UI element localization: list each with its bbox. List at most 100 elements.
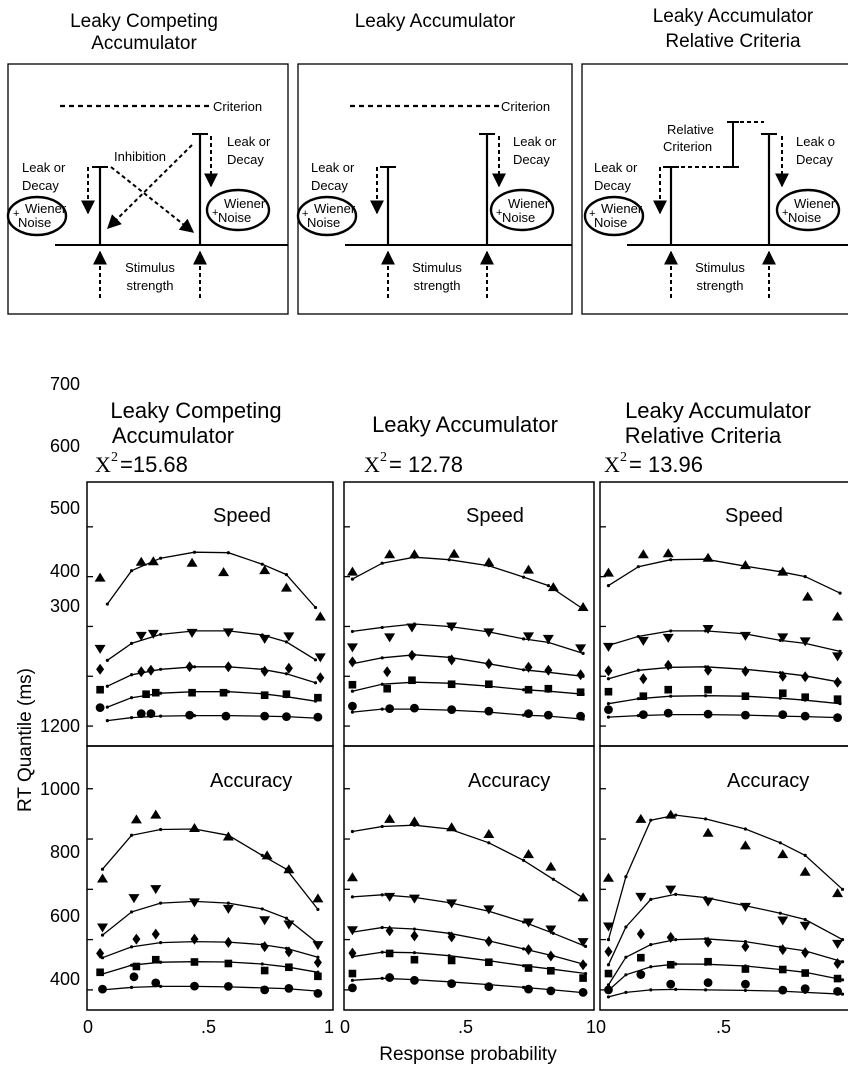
observed-point-diamond	[524, 944, 533, 956]
prediction-point	[226, 901, 230, 905]
prediction-point	[840, 992, 845, 996]
prediction-line-diamond	[608, 666, 841, 683]
observed-point-square	[314, 693, 322, 702]
svg-text:Wiener: Wiener	[314, 201, 356, 216]
svg-text:Leak or: Leak or	[227, 134, 271, 149]
plot-marks	[87, 526, 845, 999]
observed-point-diamond	[484, 658, 493, 670]
observed-point-triangle-up	[545, 861, 557, 871]
prediction-line-square	[107, 691, 316, 708]
observed-point-triangle-up	[280, 582, 292, 592]
prediction-point	[581, 651, 585, 655]
svg-text:Relative: Relative	[667, 122, 714, 137]
observed-point-circle	[313, 712, 323, 722]
prediction-point	[551, 931, 555, 935]
observed-point-circle	[136, 709, 146, 719]
svg-text:Wiener: Wiener	[508, 196, 550, 211]
prediction-point	[380, 976, 384, 980]
prediction-point	[521, 858, 526, 863]
svg-text:+: +	[212, 207, 218, 219]
panel-labels: Speed Speed Speed Accuracy Accuracy Accu…	[210, 505, 809, 792]
noise-oval-left	[296, 195, 358, 237]
observed-point-circle	[546, 986, 556, 996]
svg-text:1200: 1200	[40, 716, 80, 736]
observed-point-diamond	[313, 956, 322, 968]
observed-point-diamond	[96, 947, 105, 959]
prediction-line-diamond	[102, 940, 319, 959]
observed-point-square	[741, 692, 750, 700]
prediction-point	[159, 691, 163, 695]
observed-point-triangle-up	[222, 831, 234, 841]
observed-point-triangle-down	[150, 885, 162, 895]
observed-point-circle	[833, 713, 842, 723]
prediction-point	[129, 641, 134, 645]
observed-point-triangle-up	[346, 566, 358, 576]
observed-point-square	[282, 690, 291, 698]
observed-point-triangle-down	[665, 885, 677, 895]
speed-y-ticks: 300 400 500 600 700	[50, 374, 80, 616]
svg-text:600: 600	[50, 436, 80, 456]
prediction-point	[606, 677, 611, 681]
observed-point-circle	[666, 979, 676, 989]
observed-point-diamond	[137, 666, 146, 678]
observed-point-triangle-down	[222, 628, 234, 638]
prediction-point	[649, 965, 653, 969]
chart-title-3: Leaky Accumulator Relative Criteria X 2 …	[604, 398, 811, 477]
prediction-point	[447, 558, 451, 562]
prediction-point	[521, 688, 526, 692]
svg-text:X: X	[364, 452, 380, 477]
svg-text:Relative Criteria: Relative Criteria	[625, 423, 782, 448]
observed-point-diamond	[348, 656, 357, 668]
diagram-frame	[7, 63, 289, 315]
svg-text:Leaky Accumulator: Leaky Accumulator	[355, 11, 516, 32]
observed-point-diamond	[704, 664, 713, 676]
observed-point-triangle-down	[739, 631, 751, 641]
prediction-point	[803, 917, 807, 922]
prediction-point	[669, 558, 673, 562]
observed-point-square	[285, 963, 293, 972]
svg-text:2: 2	[380, 450, 387, 465]
observed-point-circle	[282, 712, 291, 722]
svg-text:Noise: Noise	[788, 210, 821, 225]
svg-text:500: 500	[50, 498, 80, 518]
observed-point-circle	[385, 973, 395, 982]
observed-point-circle	[146, 709, 156, 719]
observed-point-diamond	[801, 671, 810, 683]
prediction-point	[129, 716, 134, 720]
svg-text:Leaky Accumulator: Leaky Accumulator	[625, 398, 811, 423]
svg-text:Accumulator: Accumulator	[112, 423, 234, 448]
svg-text:.5: .5	[458, 1017, 473, 1037]
prediction-line-triangle-down	[608, 630, 841, 653]
observed-point-triangle-down	[832, 939, 844, 949]
svg-text:Decay: Decay	[796, 152, 833, 167]
svg-text:Wiener: Wiener	[25, 201, 67, 216]
observed-point-square	[96, 968, 104, 977]
prediction-point	[840, 978, 845, 982]
observed-point-triangle-up	[483, 829, 495, 838]
prediction-point	[546, 584, 550, 588]
prediction-point	[350, 689, 355, 693]
observed-point-triangle-down	[702, 624, 714, 634]
observed-point-triangle-up	[150, 809, 162, 819]
svg-text:Criterion: Criterion	[663, 139, 712, 154]
observed-point-square	[778, 965, 787, 974]
svg-text:strength: strength	[414, 278, 461, 293]
observed-point-square	[408, 676, 416, 685]
observed-point-square	[348, 680, 357, 689]
observed-point-square	[639, 692, 648, 700]
svg-text:+: +	[13, 208, 19, 220]
y-axis-label: RT Quantile (ms)	[15, 668, 36, 812]
prediction-point	[674, 987, 678, 991]
prediction-point	[159, 901, 163, 905]
observed-point-triangle-up	[523, 849, 535, 859]
observed-point-diamond	[524, 661, 533, 673]
prediction-point	[743, 988, 748, 992]
observed-point-square	[314, 972, 322, 981]
noise-oval-right	[489, 188, 555, 232]
prediction-point	[129, 985, 134, 989]
observed-point-triangle-up	[702, 552, 714, 562]
prediction-line-diamond	[607, 938, 843, 986]
prediction-point	[583, 944, 588, 948]
prediction-point	[380, 925, 384, 930]
observed-point-diamond	[224, 936, 233, 948]
